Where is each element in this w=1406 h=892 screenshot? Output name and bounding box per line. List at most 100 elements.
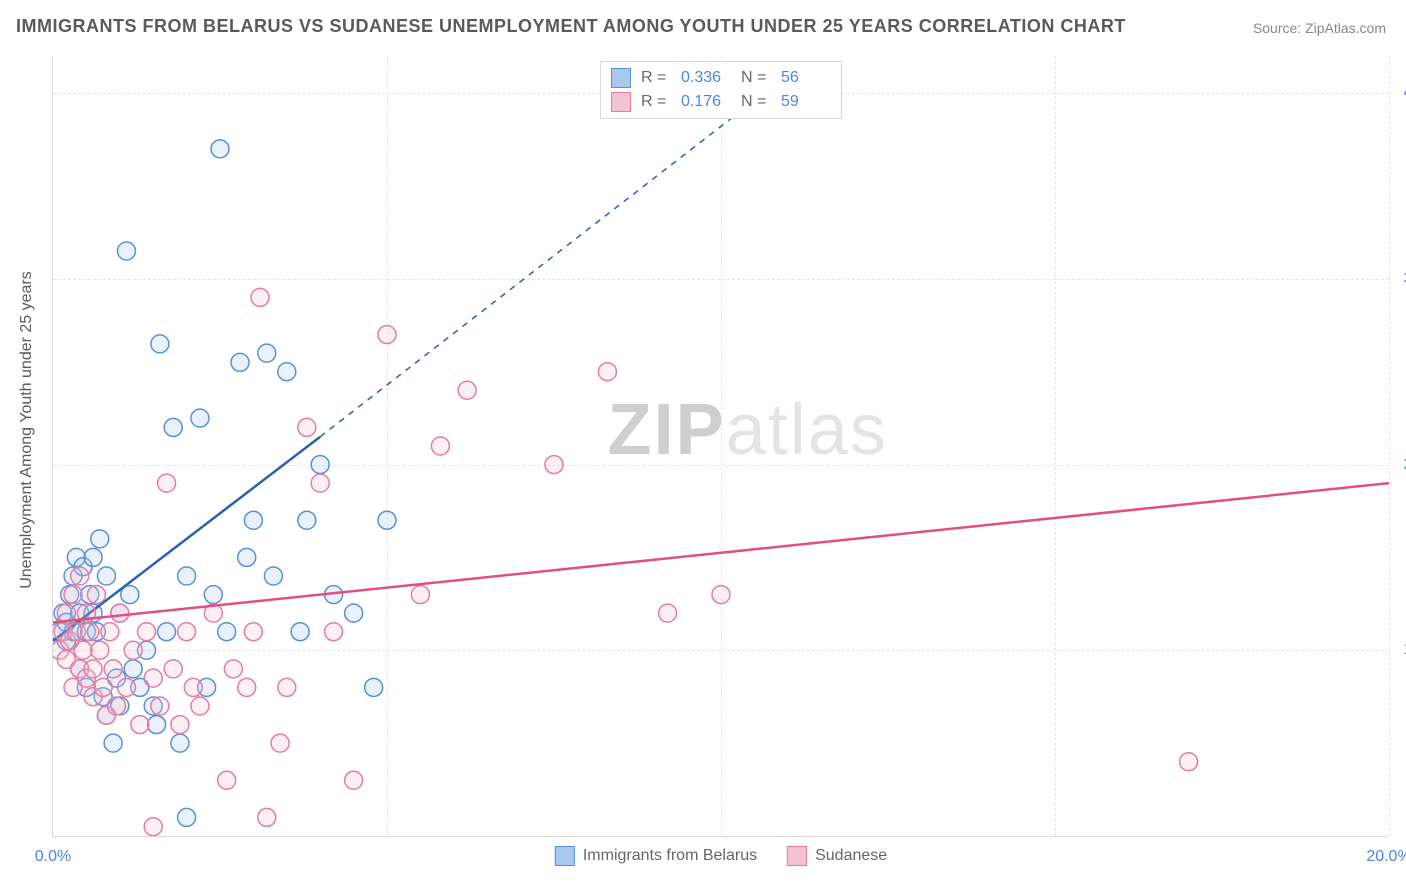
legend-item: Sudanese: [787, 846, 887, 866]
data-point: [291, 623, 309, 641]
data-point: [244, 511, 262, 529]
data-point: [124, 641, 142, 659]
data-point: [431, 437, 449, 455]
data-point: [94, 678, 112, 696]
trend-line-extrapolated: [320, 75, 788, 437]
legend-n-value: 59: [781, 93, 831, 111]
data-point: [64, 586, 82, 604]
data-point: [231, 353, 249, 371]
data-point: [107, 697, 125, 715]
data-point: [74, 641, 92, 659]
legend-item-label: Immigrants from Belarus: [583, 847, 757, 865]
data-point: [97, 567, 115, 585]
data-point: [191, 409, 209, 427]
data-point: [411, 586, 429, 604]
data-point: [238, 678, 256, 696]
data-point: [184, 678, 202, 696]
data-point: [298, 418, 316, 436]
data-point: [91, 530, 109, 548]
legend-swatch-icon: [611, 92, 631, 112]
data-point: [91, 641, 109, 659]
data-point: [298, 511, 316, 529]
data-point: [659, 604, 677, 622]
data-point: [164, 660, 182, 678]
y-tick-label: 10.0%: [1394, 641, 1406, 659]
data-point: [138, 623, 156, 641]
y-tick-label: 40.0%: [1394, 84, 1406, 102]
data-point: [378, 511, 396, 529]
legend-n-label: N =: [741, 69, 771, 87]
data-point: [264, 567, 282, 585]
legend-n-value: 56: [781, 69, 831, 87]
x-tick-label: 20.0%: [1366, 848, 1406, 866]
data-point: [117, 678, 135, 696]
data-point: [224, 660, 242, 678]
legend-series: Immigrants from Belarus Sudanese: [555, 846, 887, 866]
data-point: [124, 660, 142, 678]
x-tick-label: 0.0%: [35, 848, 71, 866]
data-point: [104, 734, 122, 752]
data-point: [164, 418, 182, 436]
legend-r-label: R =: [641, 93, 671, 111]
grid-line: [1389, 56, 1390, 836]
data-point: [131, 716, 149, 734]
data-point: [151, 335, 169, 353]
data-point: [191, 697, 209, 715]
data-point: [712, 586, 730, 604]
data-point: [345, 771, 363, 789]
data-point: [458, 381, 476, 399]
legend-r-value: 0.176: [681, 93, 731, 111]
legend-swatch-icon: [555, 846, 575, 866]
data-point: [204, 586, 222, 604]
data-point: [325, 623, 343, 641]
data-point: [171, 716, 189, 734]
data-point: [365, 678, 383, 696]
correlation-chart: IMMIGRANTS FROM BELARUS VS SUDANESE UNEM…: [0, 0, 1406, 892]
data-point: [87, 586, 105, 604]
data-point: [144, 669, 162, 687]
data-point: [84, 548, 102, 566]
legend-n-label: N =: [741, 93, 771, 111]
data-point: [144, 818, 162, 836]
data-point: [251, 288, 269, 306]
legend-r-label: R =: [641, 69, 671, 87]
data-point: [218, 771, 236, 789]
legend-item: Immigrants from Belarus: [555, 846, 757, 866]
data-point: [84, 660, 102, 678]
y-axis-label: Unemployment Among Youth under 25 years: [18, 271, 36, 589]
data-point: [111, 604, 129, 622]
data-point: [151, 697, 169, 715]
data-point: [1180, 753, 1198, 771]
legend-swatch-icon: [611, 68, 631, 88]
y-tick-label: 30.0%: [1394, 270, 1406, 288]
data-point: [178, 567, 196, 585]
data-point: [178, 623, 196, 641]
data-point: [117, 242, 135, 260]
plot-area: ZIPatlas 10.0%20.0%30.0%40.0%0.0%20.0% R…: [52, 56, 1389, 837]
data-point: [238, 548, 256, 566]
data-point: [211, 140, 229, 158]
legend-correlation: R = 0.336 N = 56 R = 0.176 N = 59: [600, 61, 842, 119]
data-point: [278, 678, 296, 696]
y-tick-label: 20.0%: [1394, 456, 1406, 474]
legend-r-value: 0.336: [681, 69, 731, 87]
data-point: [311, 474, 329, 492]
data-point: [258, 344, 276, 362]
data-point: [311, 456, 329, 474]
data-point: [148, 716, 166, 734]
data-point: [545, 456, 563, 474]
data-point: [104, 660, 122, 678]
data-point: [101, 623, 119, 641]
data-point: [178, 808, 196, 826]
legend-row: R = 0.176 N = 59: [611, 90, 831, 114]
data-point: [598, 363, 616, 381]
data-point: [158, 623, 176, 641]
chart-source: Source: ZipAtlas.com: [1253, 20, 1386, 36]
data-point: [278, 363, 296, 381]
legend-item-label: Sudanese: [815, 847, 887, 865]
data-point: [345, 604, 363, 622]
data-point: [81, 623, 99, 641]
chart-title: IMMIGRANTS FROM BELARUS VS SUDANESE UNEM…: [16, 16, 1126, 37]
data-point: [244, 623, 262, 641]
scatter-svg: [53, 56, 1389, 836]
